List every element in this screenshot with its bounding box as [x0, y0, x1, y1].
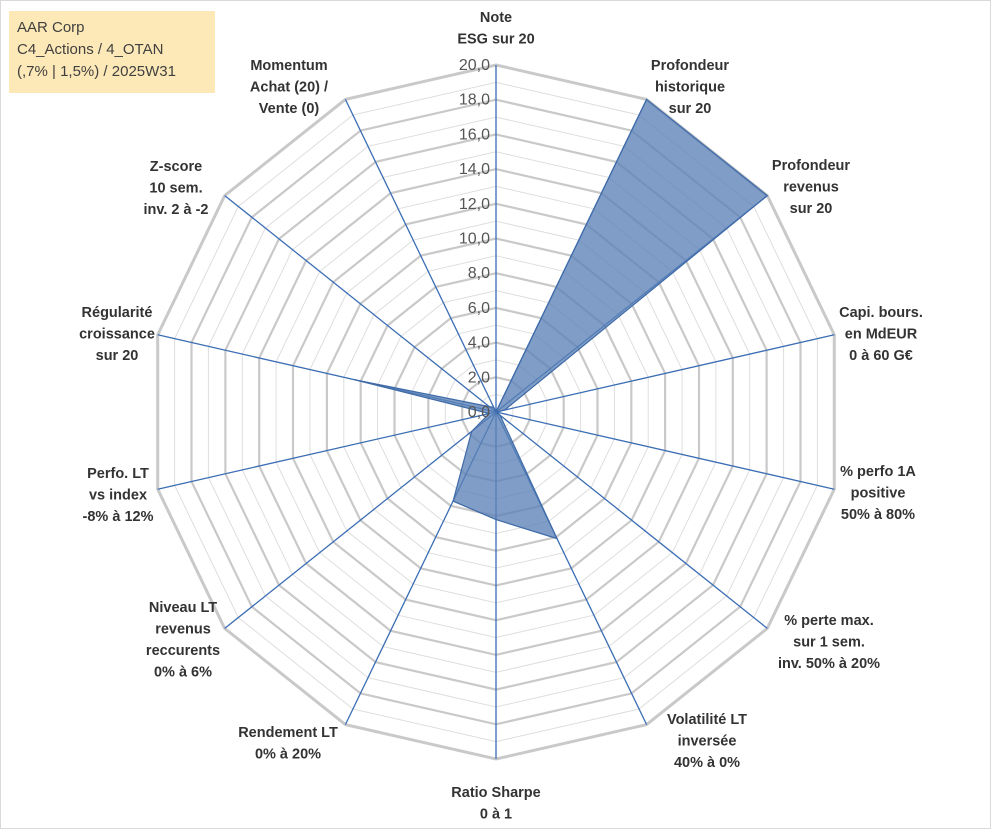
axis-label-line: positive — [851, 486, 906, 502]
axis-label-line: % perte max. — [784, 613, 873, 629]
axis-label-line: 0% à 6% — [154, 665, 212, 681]
chart-title-line-1: AAR Corp — [17, 19, 85, 36]
axis-label-line: vs index — [89, 488, 147, 504]
axis-label-line: Achat (20) / — [250, 80, 328, 96]
axis-label-line: reccurents — [146, 643, 220, 659]
data-series-area — [353, 98, 769, 540]
tick-label: 12,0 — [459, 196, 490, 213]
spoke-3 — [495, 334, 835, 413]
chart-title-line-3: (,7% | 1,5%) / 2025W31 — [17, 63, 176, 80]
radar-tick-labels: 0,0 2,0 4,0 6,0 8,0 10,0 12,0 14,0 16,0 18,0 20,0 — [459, 57, 490, 421]
axis-label-line: 50% à 80% — [841, 507, 915, 523]
axis-label-line: croissance — [79, 327, 155, 343]
axis-label-line: 10 sem. — [149, 181, 202, 197]
spoke-4 — [495, 411, 835, 490]
axis-label-line: ESG sur 20 — [457, 32, 534, 48]
axis-label-line: Capi. bours. — [839, 305, 923, 321]
axis-label-line: sur 20 — [790, 201, 833, 217]
axis-label-line: Vente (0) — [259, 101, 320, 117]
axis-label-line: revenus — [783, 180, 839, 196]
spoke-13 — [344, 99, 497, 413]
axis-label-line: sur 20 — [96, 348, 139, 364]
axis-label-line: Perfo. LT — [87, 466, 149, 482]
spoke-9 — [224, 411, 497, 629]
axis-label-line: inv. 2 à -2 — [143, 202, 208, 218]
axis-label-line: Volatilité LT — [667, 712, 747, 728]
chart-title-line-2: C4_Actions / 4_OTAN — [17, 41, 164, 58]
axis-label-line: Régularité — [82, 305, 153, 321]
axis-label-10: Perfo. LT vs index -8% à 12% — [83, 466, 154, 525]
axis-label-line: Momentum — [250, 58, 327, 74]
tick-label: 4,0 — [468, 335, 490, 352]
axis-label-line: sur 1 sem. — [793, 635, 865, 651]
spoke-5 — [495, 411, 768, 629]
axis-label-5: % perte max. sur 1 sem. inv. 50% à 20% — [778, 613, 880, 672]
axis-label-line: sur 20 — [669, 101, 712, 117]
axis-label-line: Niveau LT — [149, 600, 217, 616]
axis-label-7: Ratio Sharpe 0 à 1 — [451, 785, 540, 823]
axis-label-line: historique — [655, 80, 725, 96]
axis-label-line: 0 à 1 — [480, 807, 512, 823]
tick-label: 10,0 — [459, 231, 490, 248]
tick-label: 8,0 — [468, 265, 490, 282]
axis-label-1: Profondeur historique sur 20 — [651, 58, 729, 117]
radar-series — [353, 98, 769, 540]
tick-label: 16,0 — [459, 126, 490, 143]
tick-label: 20,0 — [459, 57, 490, 74]
axis-label-8: Rendement LT 0% à 20% — [238, 725, 338, 763]
axis-label-line: inversée — [678, 734, 737, 750]
axis-label-line: Note — [480, 10, 512, 26]
axis-label-line: 0 à 60 G€ — [849, 348, 913, 364]
axis-label-6: Volatilité LT inversée 40% à 0% — [667, 712, 747, 771]
tick-label: 0,0 — [468, 404, 490, 421]
tick-label: 18,0 — [459, 92, 490, 109]
axis-label-line: inv. 50% à 20% — [778, 656, 880, 672]
axis-label-line: 0% à 20% — [255, 747, 321, 763]
axis-label-line: Profondeur — [651, 58, 729, 74]
spoke-12 — [224, 195, 497, 413]
axis-label-4: % perfo 1A positive 50% à 80% — [840, 464, 916, 523]
axis-label-line: Profondeur — [772, 158, 850, 174]
axis-label-0: Note ESG sur 20 — [457, 10, 534, 48]
axis-label-line: Z-score — [150, 159, 202, 175]
chart-title-box: AAR Corp C4_Actions / 4_OTAN (,7% | 1,5%… — [9, 11, 215, 93]
axis-label-2: Profondeur revenus sur 20 — [772, 158, 850, 217]
tick-label: 2,0 — [468, 369, 490, 386]
radar-axis-labels: Note ESG sur 20 Profondeur historique sur 20… — [79, 10, 923, 823]
axis-label-line: Ratio Sharpe — [451, 785, 540, 801]
axis-label-13: Momentum Achat (20) / Vente (0) — [250, 58, 328, 117]
axis-label-line: 40% à 0% — [674, 755, 740, 771]
spoke-10 — [157, 411, 497, 490]
axis-label-11: Régularité croissance sur 20 — [79, 305, 155, 364]
axis-label-line: revenus — [155, 622, 211, 638]
tick-label: 14,0 — [459, 161, 490, 178]
axis-label-9: Niveau LT revenus reccurents 0% à 6% — [146, 600, 220, 681]
axis-label-line: -8% à 12% — [83, 509, 154, 525]
axis-label-3: Capi. bours. en MdEUR 0 à 60 G€ — [839, 305, 923, 364]
axis-label-line: en MdEUR — [845, 327, 918, 343]
axis-label-line: Rendement LT — [238, 725, 338, 741]
axis-label-line: % perfo 1A — [840, 464, 916, 480]
tick-label: 6,0 — [468, 300, 490, 317]
axis-label-12: Z-score 10 sem. inv. 2 à -2 — [143, 159, 208, 218]
